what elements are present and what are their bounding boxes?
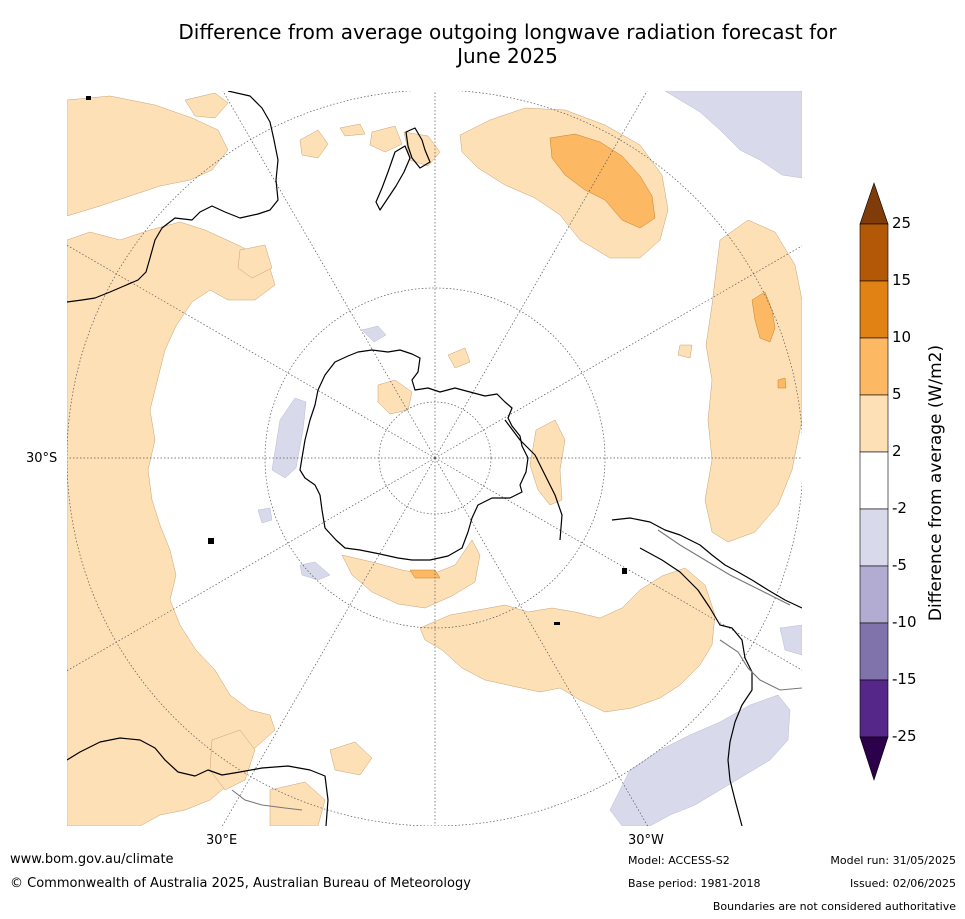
colorbar-bin-neutral (859, 451, 889, 510)
graticule (67, 91, 802, 826)
anomaly-minus-2-to-minus-5-regions (257, 91, 802, 826)
africa-coastline (67, 737, 329, 826)
colorbar-bin-5-10 (859, 337, 889, 396)
new-zealand-south-island (375, 145, 411, 211)
colorbar-bin-2-5 (859, 394, 889, 453)
meridian-60w (434, 245, 802, 459)
latitude-circle-60s (264, 287, 606, 629)
lon-label-30e: 30°E (206, 833, 238, 848)
meridian-120e (67, 457, 436, 672)
footer-base-period: Base period: 1981-2018 (628, 877, 761, 890)
footer-boundaries-note: Boundaries are not considered authoritat… (712, 900, 956, 913)
footer-url: www.bom.gov.au/climate (10, 852, 174, 867)
colorbar-tick: -15 (892, 670, 917, 688)
australia-coastline (67, 91, 279, 303)
colorbar-bin-15-25 (859, 223, 889, 282)
footer-issued: Issued: 02/06/2025 (849, 877, 956, 890)
country-boundaries (231, 529, 802, 811)
colorbar-tick: 25 (892, 214, 912, 232)
meridian-150e (221, 457, 436, 826)
colorbar-tick: -5 (892, 556, 907, 574)
island-north (86, 96, 91, 100)
title-line-1: Difference from average outgoing longwav… (178, 20, 837, 44)
colorbar (859, 182, 889, 781)
colorbar-bin-m5-m2 (859, 508, 889, 567)
colorbar-bin-m25-m15 (859, 679, 889, 738)
meridian-30e (222, 91, 436, 459)
map-title: Difference from average outgoing longwav… (90, 20, 925, 68)
footer-copyright: © Commonwealth of Australia 2025, Austra… (10, 876, 471, 891)
colorbar-bin-m10-m5 (859, 565, 889, 624)
colorbar-tick: -2 (892, 499, 907, 517)
meridian-60e (67, 244, 436, 459)
colorbar-tick: 10 (892, 328, 912, 346)
colorbar-label: Difference from average (W/m2) (926, 344, 946, 622)
colorbar-extend-low (859, 736, 889, 781)
colorbar-bin-10-15 (859, 280, 889, 339)
map-panel (67, 91, 802, 826)
colorbar-bin-m15-m10 (859, 622, 889, 681)
colorbar-extend-high (859, 182, 889, 225)
new-zealand-north-island (405, 127, 431, 169)
colorbar-tick: 15 (892, 271, 912, 289)
colorbar-tick: 5 (892, 385, 902, 403)
footer-model: Model: ACCESS-S2 (628, 854, 730, 867)
antarctica-coastline (299, 349, 529, 561)
south-america-coastline (611, 517, 802, 826)
footer-model-run: Model run: 31/05/2025 (830, 854, 956, 867)
meridian-120w (434, 457, 802, 671)
colorbar-tick: -10 (892, 613, 917, 631)
island-falklands (622, 568, 627, 574)
small-islands (86, 96, 627, 625)
meridian-30w-north (434, 91, 648, 459)
title-line-2: June 2025 (457, 44, 558, 68)
antarctic-peninsula (504, 419, 563, 541)
colorbar-tick: 2 (892, 442, 902, 460)
meridian-150w (434, 457, 649, 826)
island-kerguelen (208, 538, 214, 544)
anomaly-5-to-10-regions (409, 133, 787, 579)
colorbar-tick: -25 (892, 727, 917, 745)
lon-label-30w: 30°W (628, 833, 664, 848)
coastlines (67, 91, 802, 826)
island-south-georgia (554, 622, 560, 625)
lat-label-30s: 30°S (26, 451, 58, 466)
